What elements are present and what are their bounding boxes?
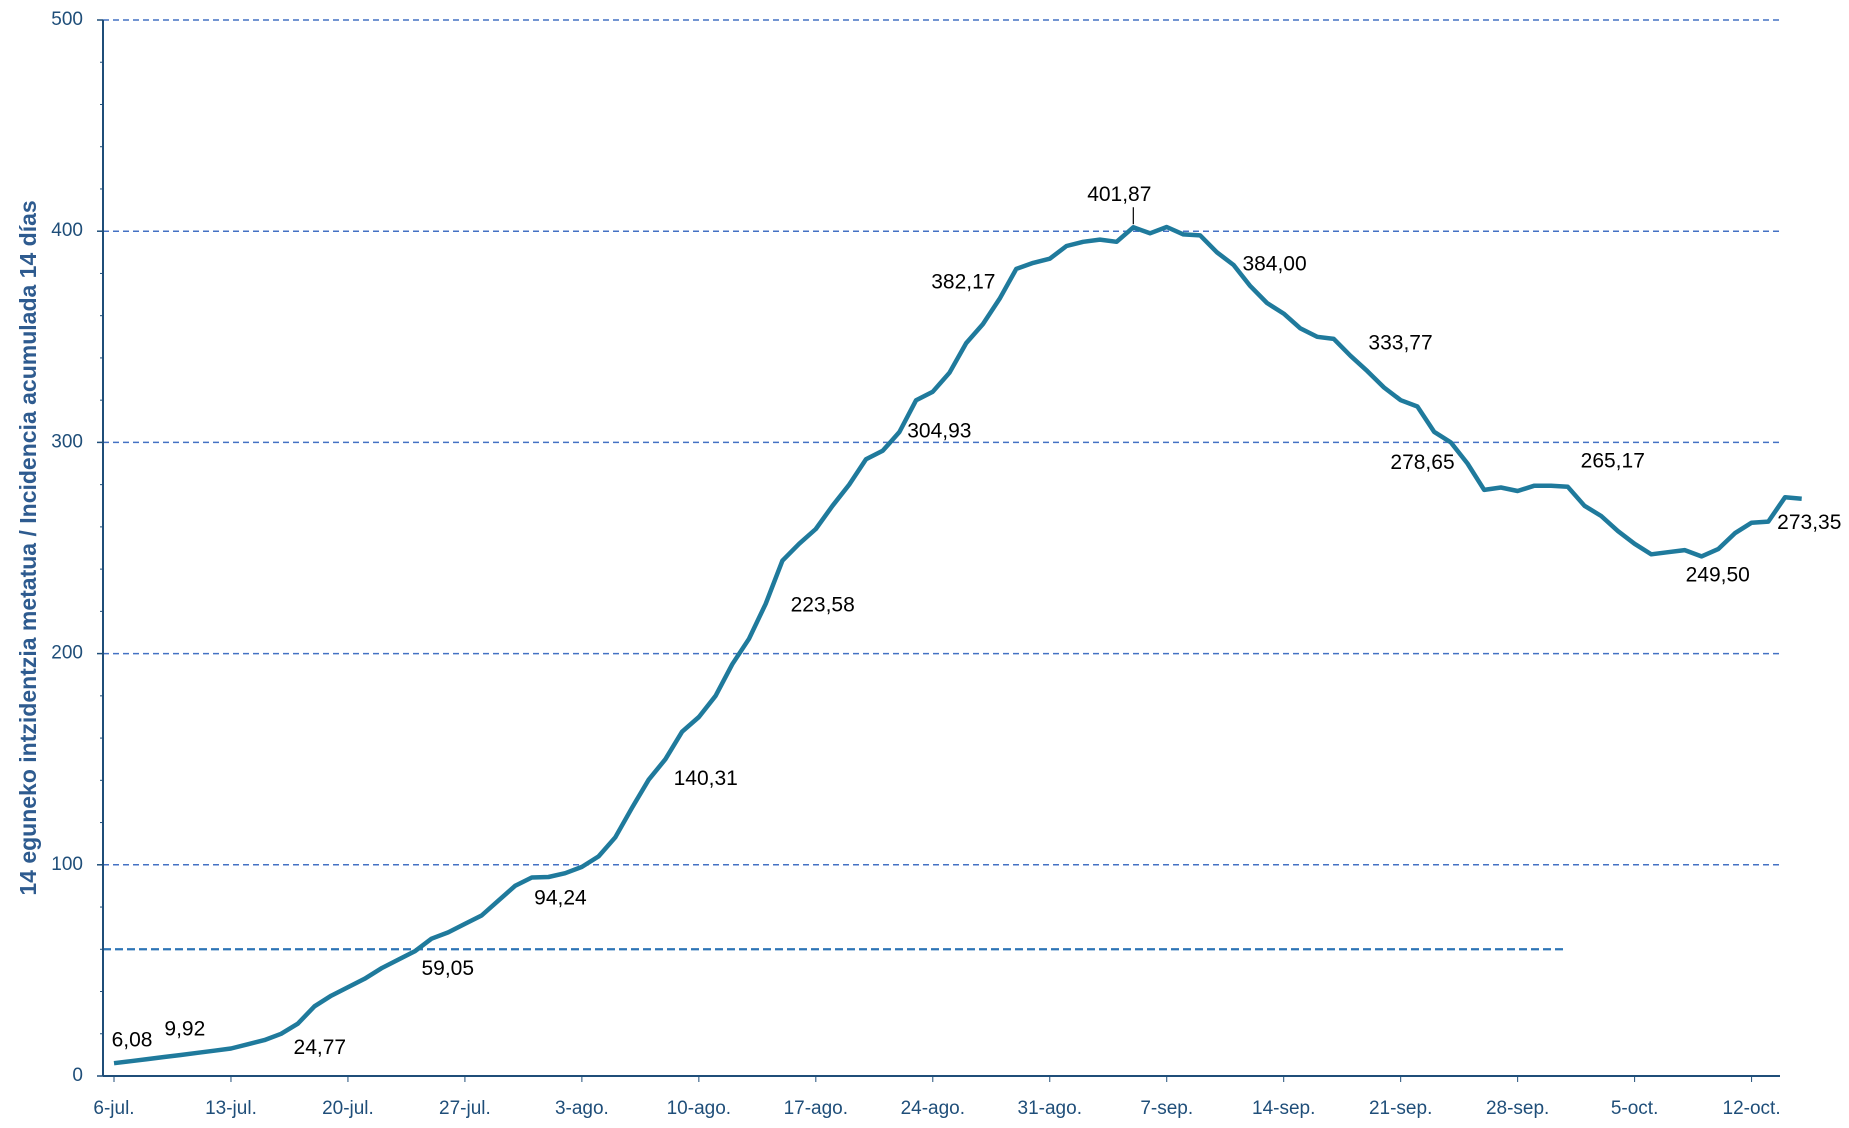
x-tick-label: 13-jul. [205,1098,257,1119]
x-tick-label: 14-sep. [1252,1098,1315,1119]
x-tick-label: 27-jul. [439,1098,491,1119]
y-tick-label: 400 [51,220,83,241]
x-tick-label: 3-ago. [555,1098,609,1119]
y-tick-label: 200 [51,643,83,664]
data-label: 333,77 [1368,331,1432,354]
data-label: 273,35 [1777,511,1841,534]
line-series [113,224,1802,1066]
y-tick-label: 500 [51,9,83,30]
data-label: 304,93 [907,420,971,443]
data-label: 6,08 [112,1029,153,1052]
y-tick-label: 0 [72,1065,83,1086]
data-label: 223,58 [791,593,855,616]
data-label: 249,50 [1686,564,1750,587]
data-label: 401,87 [1087,183,1151,206]
x-tick-label: 5-oct. [1611,1098,1659,1119]
x-tick-label: 24-ago. [901,1098,965,1119]
data-label: 278,65 [1390,451,1454,474]
x-tick-label: 17-ago. [784,1098,848,1119]
x-tick-label: 28-sep. [1486,1098,1549,1119]
x-tick-label: 10-ago. [667,1098,731,1119]
x-tick-label: 31-ago. [1018,1098,1082,1119]
data-label: 384,00 [1242,253,1306,276]
x-tick-label: 21-sep. [1369,1098,1432,1119]
data-label: 382,17 [931,270,995,293]
data-label: 265,17 [1581,449,1645,472]
data-label: 9,92 [164,1018,205,1041]
data-label: 59,05 [421,957,474,980]
y-axis-label: 14 eguneko intzidentzia metatua / Incide… [15,200,41,895]
data-label: 94,24 [534,887,587,910]
x-tick-label: 7-sep. [1140,1098,1193,1119]
x-tick-label: 12-oct. [1723,1098,1781,1119]
y-tick-label: 100 [51,854,83,875]
data-label: 24,77 [294,1036,347,1059]
x-tick-label: 6-jul. [93,1098,134,1119]
y-tick-label: 300 [51,431,83,452]
data-label: 140,31 [674,767,738,790]
x-tick-label: 20-jul. [322,1098,374,1119]
